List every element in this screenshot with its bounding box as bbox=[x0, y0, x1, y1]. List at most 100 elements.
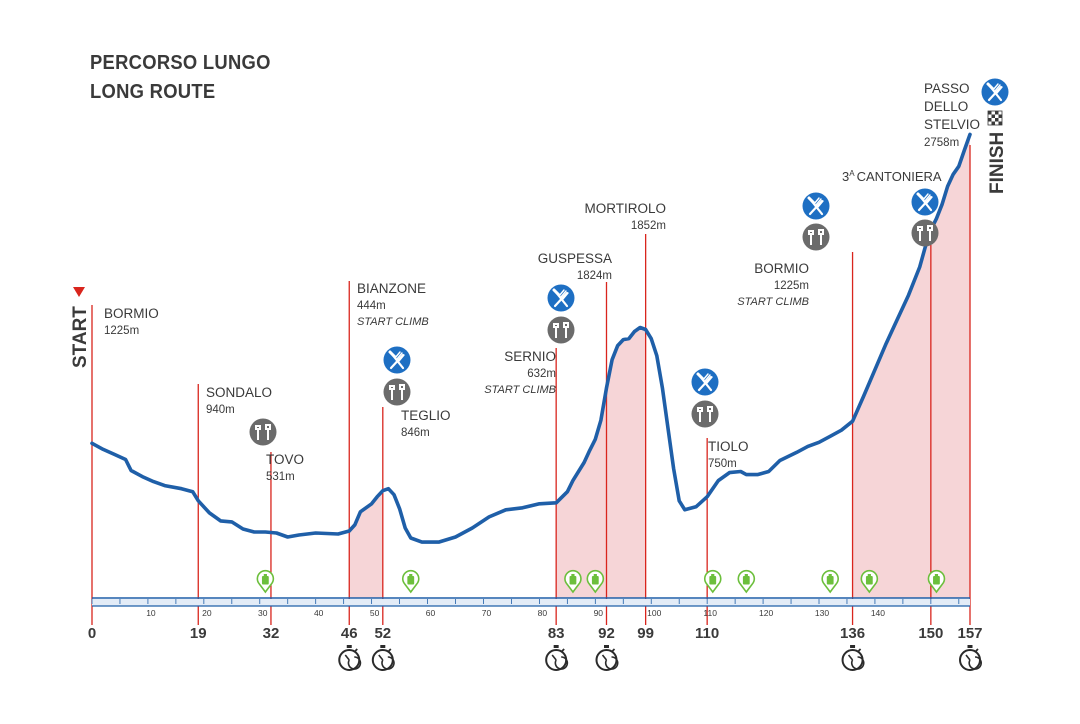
bottle-body bbox=[569, 576, 577, 585]
food-station-icon bbox=[802, 192, 830, 220]
checkered-flag-icon bbox=[987, 110, 1003, 126]
stopwatch-crown bbox=[553, 645, 559, 648]
place-altitude: 1225m bbox=[104, 325, 139, 337]
wrench-right bbox=[265, 424, 271, 440]
bottle-body bbox=[742, 576, 750, 585]
bottle-cap bbox=[867, 574, 871, 577]
stopwatch-button bbox=[388, 648, 392, 652]
mechanic-stations bbox=[249, 219, 939, 446]
axis-minor-label: 40 bbox=[314, 608, 324, 618]
stopwatch-button bbox=[975, 648, 979, 652]
knife-blade bbox=[696, 372, 705, 381]
start-climb-note: START CLIMB bbox=[737, 296, 809, 308]
place-name: BORMIO bbox=[754, 261, 809, 276]
stopwatch-button bbox=[561, 648, 565, 652]
food-station-icon bbox=[691, 368, 719, 396]
place-altitude: 750m bbox=[708, 458, 737, 470]
label-guspessa: GUSPESSA 1824m bbox=[538, 251, 612, 282]
water-stations bbox=[256, 569, 946, 594]
bottle-body bbox=[826, 576, 834, 585]
stopwatch-hand bbox=[378, 654, 395, 670]
stopwatch-icon bbox=[595, 645, 619, 671]
place-name-line3: STELVIO bbox=[924, 117, 980, 132]
stopwatch-icon bbox=[371, 645, 395, 671]
stopwatch-icon bbox=[841, 645, 865, 671]
place-altitude: 2758m bbox=[924, 137, 959, 149]
bottle-cap bbox=[571, 574, 575, 577]
knife-blade bbox=[807, 196, 816, 205]
place-name: GUSPESSA bbox=[538, 251, 612, 266]
axis-minor-label: 20 bbox=[202, 608, 212, 618]
bottle-body bbox=[407, 576, 415, 585]
start-climb-note: START CLIMB bbox=[357, 316, 429, 328]
mechanic-station-icon bbox=[383, 378, 411, 406]
bottle-cap bbox=[828, 574, 832, 577]
bottle-body bbox=[261, 576, 269, 585]
food-station-icon bbox=[911, 188, 939, 216]
axis-minor-label: 140 bbox=[871, 608, 885, 618]
wrench-left bbox=[389, 385, 395, 400]
place-altitude: 846m bbox=[401, 427, 430, 439]
axis-minor-label: 70 bbox=[482, 608, 492, 618]
wrench-right bbox=[707, 406, 713, 422]
start-marker: START bbox=[70, 287, 91, 368]
place-name-line2: DELLO bbox=[924, 99, 968, 114]
stopwatch-icon bbox=[545, 645, 569, 671]
water-icon bbox=[256, 569, 275, 594]
place-name: TIOLO bbox=[708, 439, 749, 454]
knife-handle bbox=[917, 195, 933, 212]
place-altitude: 632m bbox=[527, 368, 556, 380]
mechanic-icon-bg bbox=[691, 400, 719, 428]
place-name: SONDALO bbox=[206, 385, 272, 400]
stopwatch-crown bbox=[346, 645, 352, 648]
axis-major-label-km-52: 52 bbox=[374, 625, 391, 642]
knife-handle bbox=[697, 375, 713, 392]
bottle-cap bbox=[934, 574, 939, 577]
bottle-cap bbox=[744, 574, 748, 577]
place-name: BIANZONE bbox=[357, 281, 426, 296]
title-english: LONG ROUTE bbox=[90, 81, 216, 103]
stopwatch-crown bbox=[967, 645, 973, 648]
place-altitude: 1824m bbox=[577, 270, 612, 282]
wrench-left bbox=[553, 323, 559, 338]
axis-minor-label: 60 bbox=[426, 608, 436, 618]
water-icon bbox=[564, 569, 582, 594]
axis-minor-label: 110 bbox=[703, 608, 717, 618]
axis-minor-ticks: 10 20 30 40 50 60 70 80 90 100 110 120 130 140 bbox=[91, 599, 960, 618]
axis-major-label-km-92: 92 bbox=[598, 625, 615, 642]
stopwatch-hand bbox=[601, 654, 619, 670]
water-icon bbox=[586, 569, 605, 594]
start-label: START bbox=[70, 306, 91, 368]
label-teglio: TEGLIO 846m bbox=[401, 408, 451, 439]
label-mortirolo: MORTIROLO 1852m bbox=[584, 201, 666, 232]
wrench-left bbox=[808, 230, 814, 245]
knife-handle bbox=[808, 199, 824, 216]
knife-blade bbox=[986, 82, 995, 91]
climb-area bbox=[852, 134, 970, 599]
start-climb-note: START CLIMB bbox=[484, 384, 556, 396]
axis-major-labels: 0 19 32 46 52 83 92 99 110 136 150 157 bbox=[88, 625, 983, 642]
place-name-line1: PASSO bbox=[924, 81, 970, 96]
stopwatch-button bbox=[611, 648, 616, 652]
label-sernio: SERNIO 632m START CLIMB bbox=[484, 349, 556, 396]
mechanic-station-icon bbox=[691, 400, 719, 428]
bottle-body bbox=[709, 576, 717, 585]
axis-minor-label: 80 bbox=[538, 608, 548, 618]
stopwatch-icon bbox=[959, 645, 982, 671]
place-name: BORMIO bbox=[104, 306, 159, 321]
stopwatch-button bbox=[354, 648, 358, 652]
water-icon bbox=[704, 569, 722, 594]
wrench-right bbox=[927, 225, 933, 241]
mechanic-icon-bg bbox=[911, 219, 939, 247]
mechanic-station-icon bbox=[911, 219, 939, 247]
place-altitude: 1225m bbox=[774, 280, 809, 292]
bottle-cap bbox=[263, 574, 267, 577]
axis-minor-label: 50 bbox=[370, 608, 380, 618]
label-bormio-climb: BORMIO 1225m START CLIMB bbox=[737, 261, 809, 308]
marker-lines bbox=[91, 145, 971, 625]
axis-major-label-km-19: 19 bbox=[190, 625, 207, 642]
axis-major-label-km-0: 0 bbox=[88, 625, 96, 642]
axis-major-label-km-110: 110 bbox=[695, 625, 719, 642]
axis-major-label-km-157: 157 bbox=[957, 625, 982, 642]
